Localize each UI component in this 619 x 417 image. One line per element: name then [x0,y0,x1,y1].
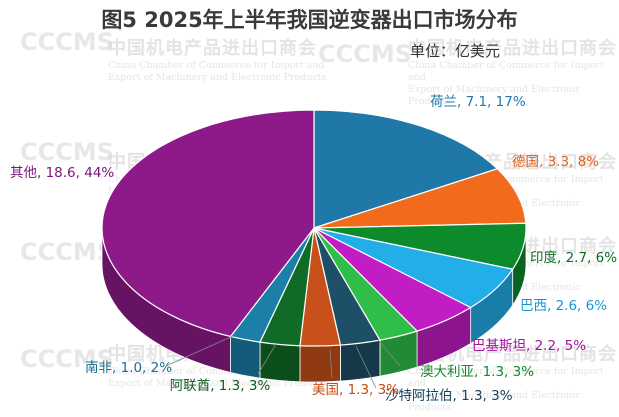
data-label-美国: 美国, 1.3, 3% [312,382,399,398]
pie-slice-德国 [313,168,527,229]
leader-line-澳大利亚 [377,339,401,367]
data-label-巴基斯坦: 巴基斯坦, 2.2, 5% [472,337,586,354]
pie-side-南非 [230,335,261,379]
data-label-印度: 印度, 2.7, 6% [530,250,617,266]
leader-line-阿联酋 [257,343,277,375]
pie-top-layer [101,109,527,347]
pie-slice-其他 [101,109,315,338]
data-label-德国: 德国, 3.3, 8% [512,154,599,170]
leader-line-美国 [329,349,333,379]
leader-line-沙特阿拉伯 [355,345,377,389]
pie-side-沙特阿拉伯 [340,339,381,382]
pie-side-阿联酋 [259,341,301,383]
data-label-巴西: 巴西, 2.6, 6% [520,298,607,314]
pie-side-美国 [299,344,341,383]
data-label-南非: 南非, 1.0, 2% [85,360,172,376]
chart-title: 图5 2025年上半年我国逆变器出口市场分布 [101,8,518,32]
pie-slice-荷兰 [313,109,499,229]
pie-side-layer [101,227,527,383]
data-label-阿联酋: 阿联酋, 1.3, 3% [170,377,271,394]
unit-label: 单位：亿美元 [410,42,501,60]
data-label-澳大利亚: 澳大利亚, 1.3, 3% [420,364,534,380]
data-label-其他: 其他, 18.6, 44% [10,165,114,181]
pie-label-layer: 荷兰, 7.1, 17% 德国, 3.3, 8% 印度, 2.7, 6% 巴西, 2.… [10,94,617,404]
data-label-沙特阿拉伯: 沙特阿拉伯, 1.3, 3% [385,388,513,404]
leader-line-南非 [165,335,234,367]
data-label-荷兰: 荷兰, 7.1, 17% [430,94,526,110]
